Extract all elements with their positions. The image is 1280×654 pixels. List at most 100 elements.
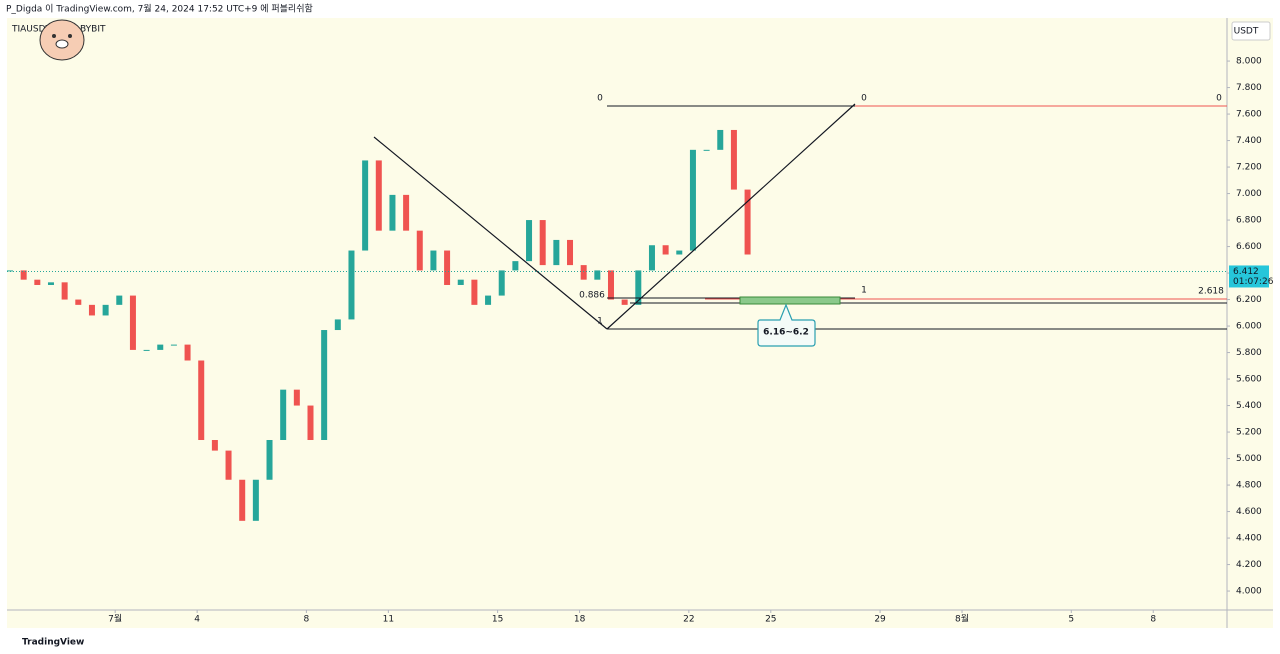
candle xyxy=(703,149,710,151)
y-tick-label: 5.600 xyxy=(1236,375,1262,385)
x-tick-label: 4 xyxy=(194,615,200,625)
x-tick-label: 29 xyxy=(874,615,886,625)
annotation: 2.618 xyxy=(1198,287,1224,297)
y-tick-label: 4.600 xyxy=(1236,507,1262,517)
countdown: 01:07:26 xyxy=(1233,277,1274,287)
candle xyxy=(526,220,533,262)
last-price-tag xyxy=(1229,265,1269,288)
symbol: TIAUSDT xyxy=(11,25,52,35)
candle xyxy=(744,189,751,255)
y-tick-label: 7.000 xyxy=(1236,189,1262,199)
candle xyxy=(662,245,669,255)
candle xyxy=(416,230,423,271)
annotation: 0 xyxy=(1216,94,1222,104)
annotation: 1 xyxy=(861,286,867,296)
candle xyxy=(498,270,505,296)
candle xyxy=(184,344,191,361)
x-tick-label: 7월 xyxy=(108,613,122,625)
candle xyxy=(567,239,574,266)
candle xyxy=(20,270,27,280)
candle xyxy=(307,405,314,441)
candle xyxy=(676,250,683,255)
candle xyxy=(607,270,614,300)
candle xyxy=(457,279,464,285)
y-tick-label: 5.400 xyxy=(1236,401,1262,411)
candle xyxy=(389,194,396,231)
trend-line xyxy=(606,103,856,330)
candle xyxy=(129,295,136,350)
candle xyxy=(512,261,519,271)
candle xyxy=(88,304,95,316)
candle xyxy=(75,299,82,305)
y-tick-label: 6.000 xyxy=(1236,322,1262,332)
x-tick-label: 8 xyxy=(304,615,310,625)
candle xyxy=(730,129,737,190)
time-axis xyxy=(7,610,1227,628)
y-tick-label: 7.200 xyxy=(1236,163,1262,173)
y-tick-label: 5.200 xyxy=(1236,428,1262,438)
y-tick-label: 5.800 xyxy=(1236,348,1262,358)
candle xyxy=(717,129,724,150)
candle xyxy=(47,282,54,285)
plot-area xyxy=(7,18,1227,610)
x-tick-label: 15 xyxy=(492,615,503,625)
candle xyxy=(689,149,696,251)
candle xyxy=(539,220,546,266)
trend-line xyxy=(373,136,608,330)
candle xyxy=(102,304,109,316)
y-tick-label: 6.800 xyxy=(1236,216,1262,226)
candle xyxy=(239,479,246,521)
candle xyxy=(7,270,14,272)
x-tick-label: 8 xyxy=(1150,615,1156,625)
footer-logo: TradingView xyxy=(22,638,84,648)
candle xyxy=(375,160,382,231)
x-tick-label: 11 xyxy=(383,615,394,625)
candle xyxy=(170,344,177,346)
y-tick-label: 6.200 xyxy=(1236,295,1262,305)
x-tick-label: 8월 xyxy=(955,613,969,625)
candle xyxy=(266,440,273,480)
candle xyxy=(157,344,164,350)
exchange: BYBIT xyxy=(80,25,106,35)
candle xyxy=(471,279,478,305)
candle xyxy=(348,250,355,320)
bear-icon xyxy=(39,19,85,61)
candle xyxy=(116,295,123,305)
y-tick-label: 8.000 xyxy=(1236,57,1262,67)
y-tick-label: 4.400 xyxy=(1236,534,1262,544)
y-tick-label: 7.400 xyxy=(1236,136,1262,146)
x-tick-label: 5 xyxy=(1068,615,1074,625)
zone xyxy=(739,296,841,305)
candle xyxy=(362,160,369,251)
candle xyxy=(403,194,410,231)
currency[interactable]: USDT xyxy=(1234,27,1259,37)
candle xyxy=(198,360,205,441)
candle xyxy=(580,265,587,280)
candle xyxy=(621,299,628,305)
candle xyxy=(61,282,68,300)
candle xyxy=(252,479,259,521)
candle xyxy=(321,330,328,441)
y-tick-label: 7.800 xyxy=(1236,83,1262,93)
candle xyxy=(430,250,437,271)
chart: 4.000 4.200 4.400 4.600 4.800 5.000 5.200 5.400… xyxy=(7,57,1274,625)
y-tick-label: 7.600 xyxy=(1236,110,1262,120)
x-tick-label: 22 xyxy=(683,615,694,625)
x-tick-label: 25 xyxy=(765,615,776,625)
y-tick-label: 5.000 xyxy=(1236,454,1262,464)
candle xyxy=(280,389,287,441)
candle xyxy=(553,239,560,266)
y-tick-label: 4.200 xyxy=(1236,560,1262,570)
candle xyxy=(34,279,41,285)
annotation: 0.886 xyxy=(579,291,605,301)
candle xyxy=(211,440,218,451)
candle xyxy=(143,349,150,351)
y-tick-label: 6.600 xyxy=(1236,242,1262,252)
candle xyxy=(225,450,232,480)
y-tick-label: 4.000 xyxy=(1236,587,1262,597)
candle xyxy=(334,319,341,331)
currency-box[interactable] xyxy=(1231,21,1271,41)
price-axis xyxy=(1227,18,1273,628)
annotation: 1 xyxy=(597,317,603,327)
